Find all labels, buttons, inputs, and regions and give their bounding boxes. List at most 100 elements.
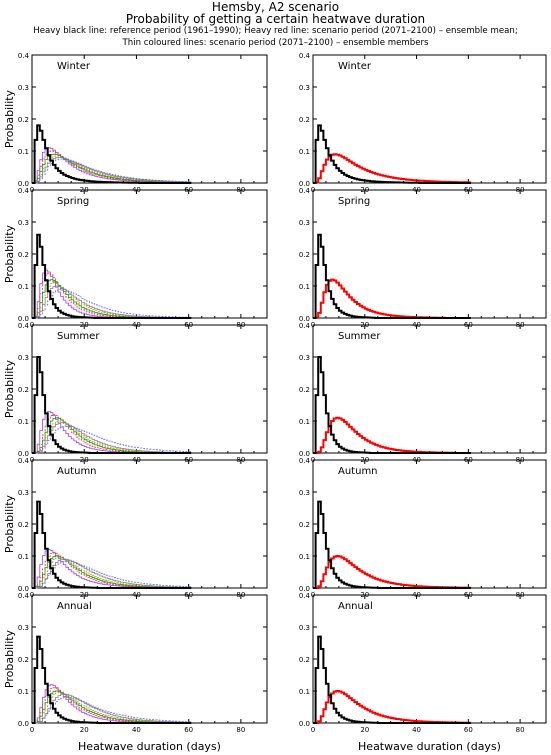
y-tick-label: 0.3: [18, 84, 29, 92]
panel-frame: [312, 324, 547, 454]
panel-autumn-members: 0.00.10.20.30.4020406080AutumnProbabilit…: [3, 457, 268, 599]
reference-line: [313, 124, 471, 184]
legend-description-line-1: Heavy black line: reference period (1961…: [33, 26, 518, 36]
y-tick-label: 0.1: [18, 418, 29, 426]
y-tick-label: 0.4: [18, 322, 30, 330]
y-tick-label: 0.2: [299, 656, 310, 664]
y-tick-label: 0.3: [299, 489, 310, 497]
y-tick-label: 0.0: [18, 585, 29, 593]
y-axis-label: Probability: [3, 224, 16, 283]
y-tick-label: 0.4: [18, 187, 30, 195]
y-tick-label: 0.1: [18, 148, 29, 156]
y-tick-label: 0.3: [18, 489, 29, 497]
season-label: Autumn: [57, 466, 97, 477]
panel-annual-mean: 0.0 0.1 0.2 0.3 0.4 0 20 40 60 80 Annual Heatwave d…: [299, 592, 547, 753]
y-tick-label: 0.1: [299, 553, 310, 561]
panel-frame: [31, 189, 268, 319]
y-tick-label: 0.0: [18, 720, 29, 728]
season-label: Winter: [57, 61, 91, 72]
member-series-line: [32, 150, 192, 184]
x-tick-label: 20: [360, 726, 369, 734]
y-tick-label: 0.2: [299, 386, 310, 394]
panel-frame: [31, 459, 268, 589]
season-label: Annual: [338, 601, 373, 612]
member-series-line: [32, 414, 192, 454]
member-series-line: [32, 422, 192, 454]
member-series-line: [32, 560, 192, 589]
reference-line: [313, 635, 471, 724]
y-tick-label: 0.3: [18, 624, 29, 632]
y-axis-label: Probability: [3, 89, 16, 148]
y-tick-label: 0.2: [299, 251, 310, 259]
y-tick-label: 0.1: [18, 283, 29, 291]
y-tick-label: 0.4: [299, 322, 311, 330]
reference-line: [32, 635, 192, 724]
x-tick-label: 80: [236, 726, 245, 734]
y-axis-label: Probability: [3, 494, 16, 553]
y-tick-label: 0.4: [299, 592, 311, 600]
ensemble-mean-line: [313, 690, 471, 724]
y-tick-label: 0.4: [299, 457, 311, 465]
member-series-line: [32, 558, 192, 589]
panel-summer-mean: 0.00.10.20.30.4020406080Summer: [299, 322, 547, 464]
member-series-line: [32, 690, 192, 724]
y-tick-label: 0.3: [299, 219, 310, 227]
ensemble-mean-line: [313, 278, 471, 319]
x-tick-label: 80: [516, 726, 525, 734]
member-series-line: [32, 288, 192, 319]
y-tick-label: 0.2: [299, 521, 310, 529]
reference-line: [32, 356, 192, 454]
y-tick-label: 0.4: [18, 457, 30, 465]
y-tick-label: 0.1: [18, 688, 29, 696]
y-tick-label: 0.1: [299, 418, 310, 426]
y-tick-label: 0.0: [18, 315, 29, 323]
x-tick-label: 20: [80, 726, 89, 734]
panel-frame: [312, 189, 547, 319]
panel-spring-mean: 0.00.10.20.30.4020406080Spring: [299, 187, 547, 329]
y-tick-label: 0.3: [18, 354, 29, 362]
y-tick-label: 0.0: [18, 180, 29, 188]
season-label: Summer: [57, 331, 100, 342]
y-tick-label: 0.1: [299, 283, 310, 291]
member-series-line: [32, 697, 192, 724]
x-tick-label: 40: [412, 726, 421, 734]
reference-line: [313, 356, 471, 454]
member-series-line: [32, 555, 192, 589]
panel-winter-mean: 0.00.10.20.30.4020406080Winter: [299, 52, 547, 194]
season-label: Winter: [338, 61, 372, 72]
panel-spring-members: 0.00.10.20.30.4020406080SpringProbabilit…: [3, 187, 268, 329]
y-tick-label: 0.2: [18, 521, 29, 529]
ensemble-mean-line: [313, 153, 471, 184]
x-tick-label: 0: [311, 726, 315, 734]
y-tick-label: 0.3: [299, 354, 310, 362]
member-series-line: [32, 549, 192, 589]
member-series-line: [32, 153, 192, 184]
y-tick-label: 0.3: [18, 219, 29, 227]
reference-line: [313, 500, 471, 589]
reference-line: [32, 124, 192, 184]
y-tick-label: 0.3: [299, 624, 310, 632]
y-tick-label: 0.2: [18, 656, 29, 664]
y-tick-label: 0.2: [299, 116, 310, 124]
y-tick-label: 0.2: [18, 251, 29, 259]
x-axis-label: Heatwave duration (days): [358, 740, 501, 753]
panel-frame: [31, 594, 268, 724]
season-label: Autumn: [338, 466, 378, 477]
member-series-line: [32, 425, 192, 454]
reference-line: [32, 500, 192, 589]
legend-description-line-2: Thin coloured lines: scenario period (20…: [122, 38, 429, 48]
y-tick-label: 0.1: [299, 688, 310, 696]
chart-title: Hemsby, A2 scenario: [211, 0, 340, 14]
season-label: Annual: [57, 601, 92, 612]
member-series-line: [32, 693, 192, 724]
season-label: Spring: [57, 196, 89, 207]
panel-frame: [312, 54, 547, 184]
season-label: Summer: [338, 331, 381, 342]
x-tick-label: 40: [132, 726, 141, 734]
y-tick-label: 0.0: [299, 450, 310, 458]
panel-frame: [312, 594, 547, 724]
y-tick-label: 0.0: [299, 720, 310, 728]
y-tick-label: 0.4: [299, 187, 311, 195]
member-series-line: [32, 158, 192, 184]
panel-frame: [31, 54, 268, 184]
